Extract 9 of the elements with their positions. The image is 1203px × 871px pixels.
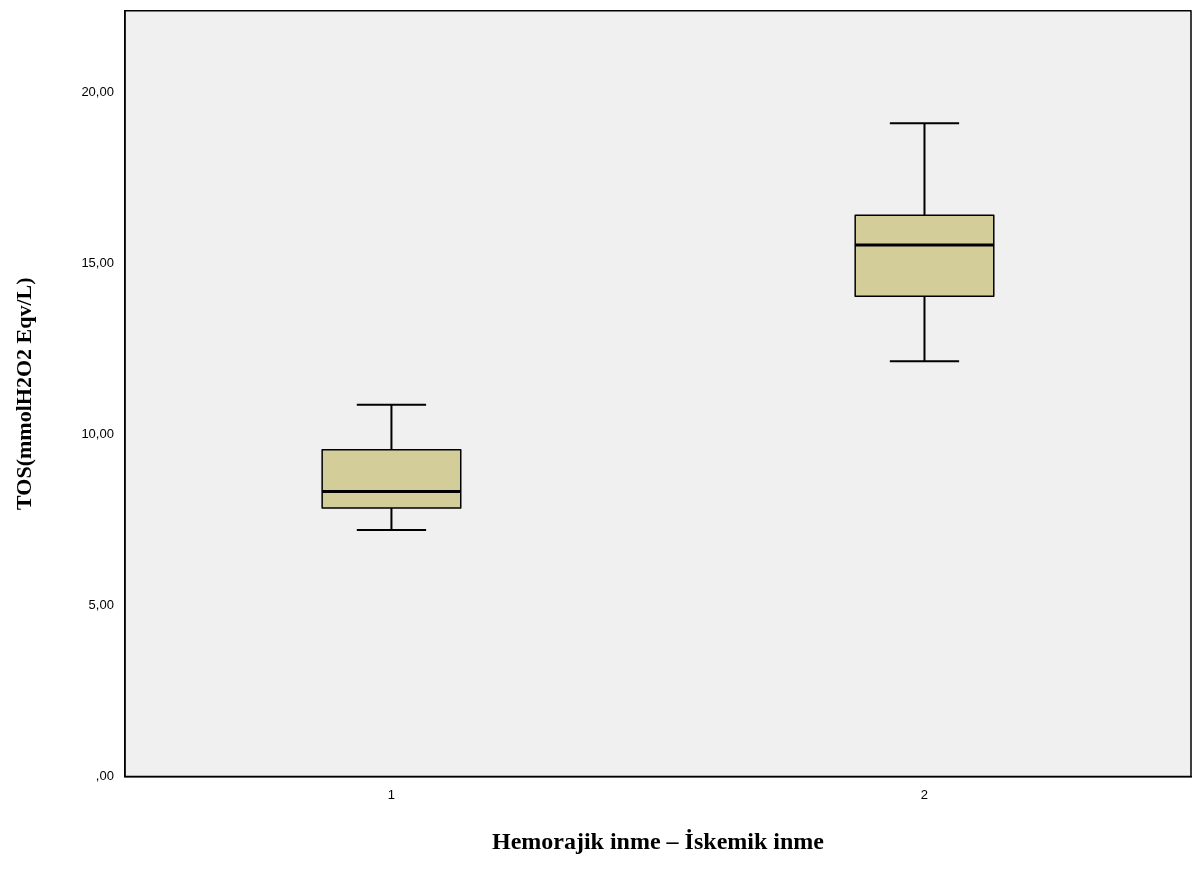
y-tick-label: 5,00 <box>88 597 114 613</box>
x-tick-label: 1 <box>387 786 396 802</box>
y-tick-label: 10,00 <box>81 426 114 442</box>
y-tick-label: 20,00 <box>81 84 114 100</box>
y-axis-title: TOS(mmolH2O2 Eqv/L) <box>10 277 36 510</box>
x-tick-label: 2 <box>920 786 929 802</box>
y-tick-label: 15,00 <box>81 255 114 271</box>
x-axis-title: Hemorajik inme – İskemik inme <box>491 827 825 854</box>
y-tick-label: ,00 <box>95 768 114 784</box>
